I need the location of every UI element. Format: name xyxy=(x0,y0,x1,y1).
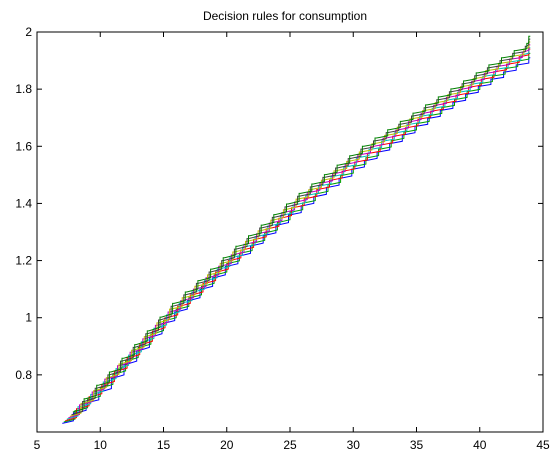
series-line xyxy=(69,41,531,417)
series-line xyxy=(71,38,531,416)
y-tick-label: 1 xyxy=(25,311,32,325)
x-tick-label: 15 xyxy=(157,438,171,452)
series-layer xyxy=(62,35,531,424)
series-line xyxy=(72,35,531,413)
x-tick-label: 10 xyxy=(94,438,108,452)
series-line xyxy=(65,48,531,422)
y-tick-label: 1.6 xyxy=(15,139,32,153)
y-tick-label: 1.4 xyxy=(15,196,32,210)
axis-layer: 5 10 15 20 25 30 35 40 45 0.8 1 1.2 1.4 1.6 1.8 2 xyxy=(15,25,550,452)
x-tick-label: 5 xyxy=(34,438,41,452)
y-tick-label: 2 xyxy=(25,25,32,39)
x-tick-label: 40 xyxy=(473,438,487,452)
series-line xyxy=(68,44,531,419)
x-tick-label: 20 xyxy=(220,438,234,452)
x-tick-label: 35 xyxy=(410,438,424,452)
x-tick-label: 45 xyxy=(536,438,550,452)
y-tick-label: 0.8 xyxy=(15,368,32,382)
x-tick-label: 30 xyxy=(347,438,361,452)
y-tick-label: 1.2 xyxy=(15,254,32,268)
y-tick-label: 1.8 xyxy=(15,82,32,96)
x-tick-label: 25 xyxy=(283,438,297,452)
series-line xyxy=(66,47,531,420)
chart-title: Decision rules for consumption xyxy=(203,9,367,23)
